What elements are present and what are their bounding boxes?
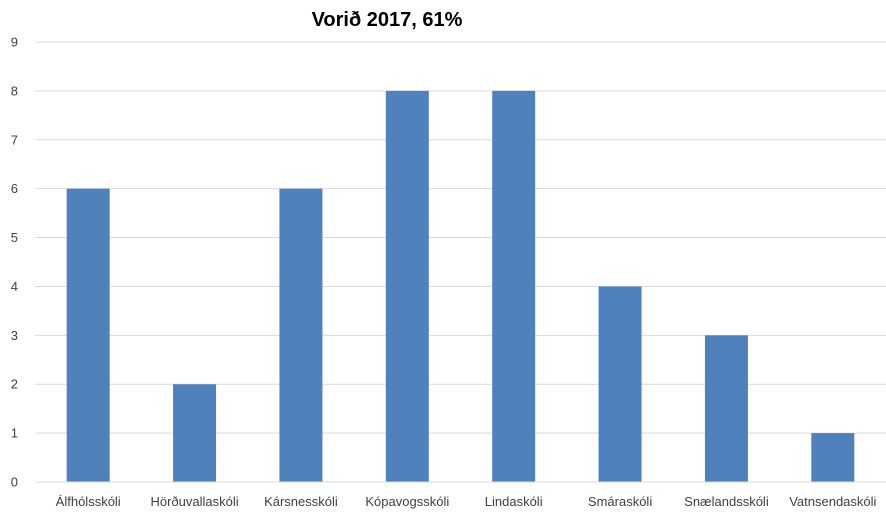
x-category-label: Snælandsskóli (684, 494, 769, 509)
x-category-label: Smáraskóli (588, 494, 652, 509)
y-tick-label: 0 (11, 475, 18, 490)
x-category-label: Álfhólsskóli (56, 494, 121, 509)
bar (704, 335, 748, 482)
bar (279, 188, 323, 482)
x-category-label: Kársnesskóli (264, 494, 338, 509)
x-category-label: Hörðuvallaskóli (150, 494, 238, 509)
chart-title: Vorið 2017, 61% (312, 9, 463, 31)
x-category-label: Lindaskóli (485, 494, 543, 509)
bar (811, 433, 855, 482)
y-tick-label: 2 (11, 377, 18, 392)
gridlines (35, 41, 886, 434)
x-axis-category-labels: Álfhólsskóli Hörðuvallaskóli Kársnesskóli K… (56, 494, 877, 509)
bar (173, 384, 217, 482)
bars (66, 90, 855, 482)
y-tick-label: 1 (11, 426, 18, 441)
y-tick-label: 9 (11, 35, 18, 50)
y-tick-label: 5 (11, 230, 18, 245)
y-axis-tick-labels: 0 1 2 3 4 5 6 7 8 9 (11, 35, 18, 490)
y-tick-label: 3 (11, 328, 18, 343)
bar (66, 188, 110, 482)
bar (385, 90, 429, 482)
y-tick-label: 7 (11, 132, 18, 147)
x-category-label: Vatnsendaskóli (789, 494, 876, 509)
bar (492, 90, 536, 482)
y-tick-label: 6 (11, 181, 18, 196)
y-tick-label: 8 (11, 83, 18, 98)
bar (598, 286, 642, 482)
y-tick-label: 4 (11, 279, 18, 294)
x-category-label: Kópavogsskóli (365, 494, 449, 509)
